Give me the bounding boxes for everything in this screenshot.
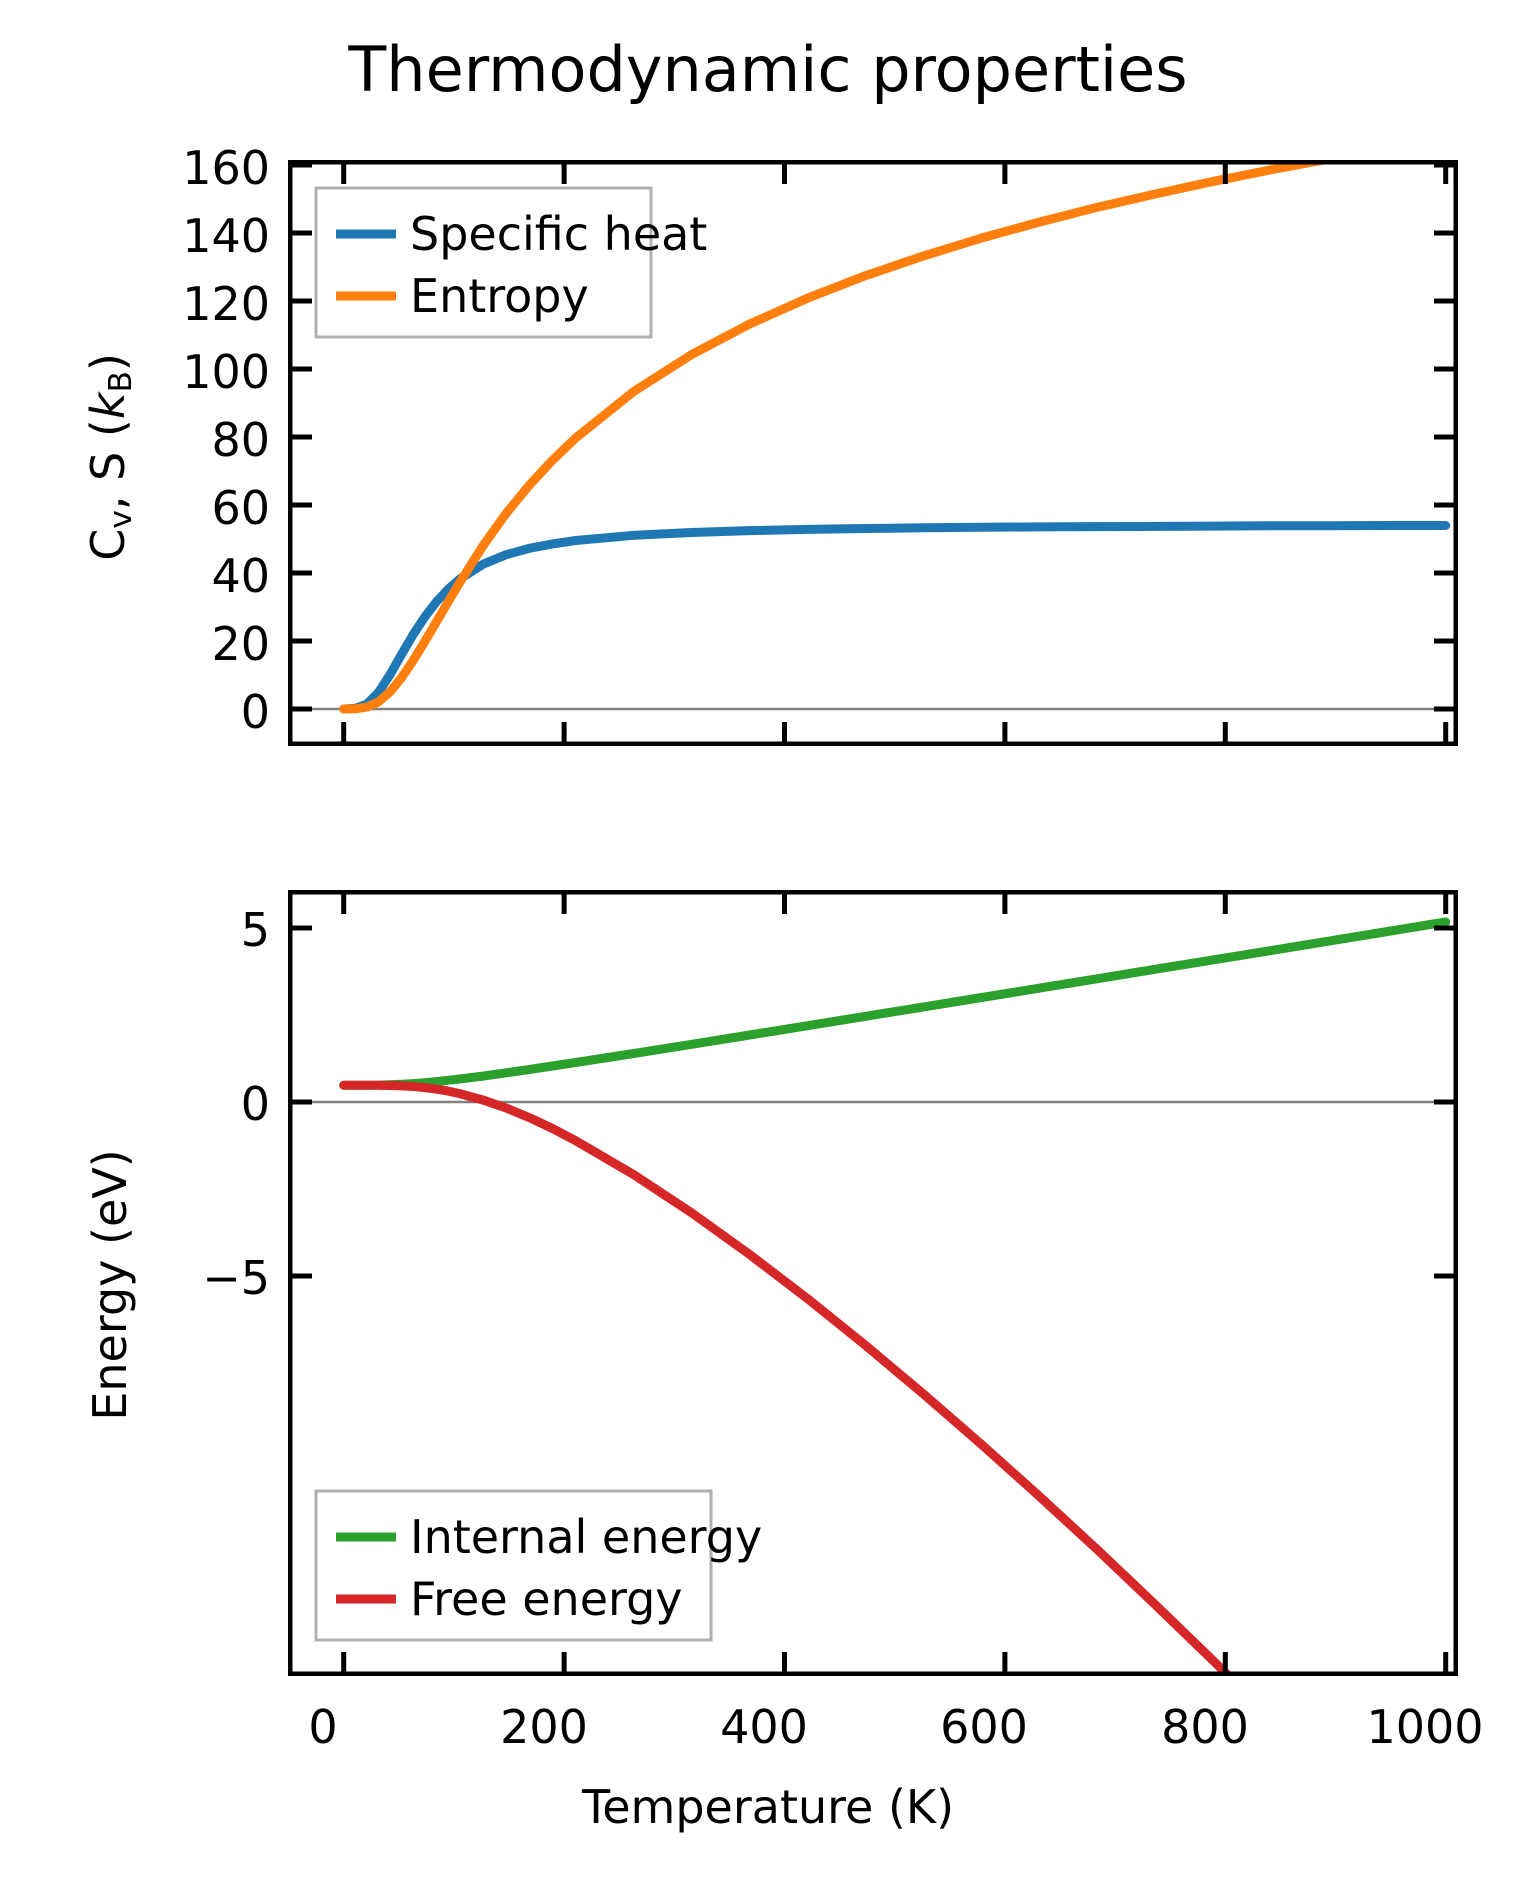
bottom-legend-box: [314, 1489, 713, 1642]
xlabel: Temperature (K): [581, 1780, 955, 1834]
bottom-ytick-marks: [290, 925, 312, 1279]
xtick-label-1000: 1000: [1366, 1700, 1484, 1754]
bottom-ytick-label-5: 5: [240, 903, 270, 957]
free-energy-curve: [339, 1080, 1236, 1676]
bottom-ylabel: Energy (eV): [83, 1149, 137, 1421]
bottom-xtick-marks: [341, 892, 1449, 1674]
legend-label-specific-heat: Specific heat: [410, 207, 707, 261]
top-ytick-label-100: 100: [182, 345, 270, 399]
top-ytick-label-120: 120: [182, 277, 270, 331]
bottom-panel-plot: Internal energy Free energy: [288, 890, 1458, 1676]
xtick-label-400: 400: [720, 1700, 808, 1754]
top-xtick-marks: [341, 162, 1449, 744]
top-ytick-label-160: 160: [182, 141, 270, 195]
bottom-ytick-marks-right: [1434, 925, 1456, 1279]
xtick-label-800: 800: [1161, 1700, 1249, 1754]
top-ytick-label-40: 40: [211, 549, 270, 603]
figure-title: Thermodynamic properties: [348, 33, 1188, 106]
top-ytick-label-20: 20: [211, 617, 270, 671]
top-ylabel: Cv, S (kB): [81, 247, 139, 667]
specific-heat-curve: [339, 521, 1451, 714]
top-panel-plot: Specific heat Entropy: [288, 160, 1458, 746]
top-ytick-label-60: 60: [211, 481, 270, 535]
legend-label-entropy: Entropy: [410, 269, 589, 323]
top-panel: Specific heat Entropy: [288, 160, 1458, 746]
top-ytick-marks-right: [1434, 162, 1456, 712]
bottom-legend: Internal energy Free energy: [314, 1489, 762, 1642]
top-ytick-label-140: 140: [182, 209, 270, 263]
top-ylabel-text: Cv, S (kB): [81, 353, 139, 561]
legend-label-free-energy: Free energy: [410, 1572, 683, 1626]
bottom-axes-frame: [288, 890, 1458, 1676]
xtick-label-200: 200: [500, 1700, 588, 1754]
entropy-curve: [339, 160, 1349, 714]
top-axes-frame: [288, 160, 1458, 746]
xtick-label-600: 600: [940, 1700, 1028, 1754]
bottom-ytick-label-neg5: −5: [202, 1251, 270, 1305]
top-legend-box: [314, 186, 653, 339]
bottom-panel: Internal energy Free energy: [288, 890, 1458, 1676]
xtick-label-0: 0: [308, 1700, 338, 1754]
top-ytick-label-80: 80: [211, 413, 270, 467]
top-legend: Specific heat Entropy: [314, 186, 707, 339]
top-ytick-label-0: 0: [240, 685, 270, 739]
legend-label-internal-energy: Internal energy: [410, 1510, 762, 1564]
top-ytick-marks: [290, 162, 312, 712]
bottom-ytick-label-0: 0: [240, 1077, 270, 1131]
